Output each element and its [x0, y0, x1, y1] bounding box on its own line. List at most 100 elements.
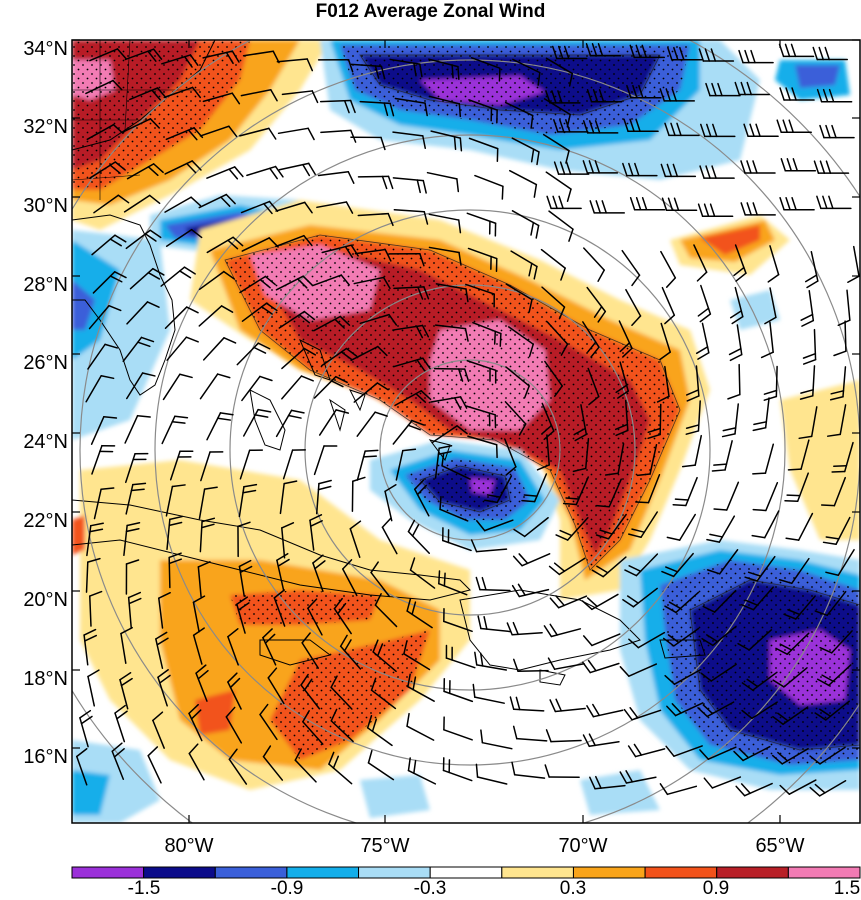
wind-barb	[198, 305, 234, 327]
wind-barb	[466, 360, 497, 384]
wind-barb	[685, 365, 700, 402]
wind-barb	[582, 659, 620, 674]
wind-barb	[123, 522, 141, 557]
wind-barb	[733, 244, 747, 282]
wind-barb	[772, 706, 809, 726]
wind-barb	[822, 516, 851, 545]
wind-barb	[465, 283, 495, 308]
lat-label: 32°N	[23, 116, 68, 138]
wind-barb	[480, 729, 513, 750]
wind-barb	[507, 326, 534, 358]
wind-barb	[307, 598, 323, 636]
wind-barb	[586, 703, 624, 718]
wind-barb	[659, 322, 671, 361]
wind-barb	[225, 706, 243, 744]
wind-barb	[661, 286, 676, 325]
wind-barb	[392, 131, 427, 150]
wind-barb	[814, 700, 850, 721]
wind-barb	[406, 712, 435, 741]
lat-label: 34°N	[23, 38, 68, 60]
stipple-region	[72, 40, 250, 190]
wind-barb	[468, 137, 499, 163]
wind-barb	[743, 123, 779, 138]
wind-barb	[545, 90, 581, 104]
wind-barb	[328, 751, 353, 785]
wind-barb	[636, 443, 658, 477]
wind-barb	[703, 776, 742, 789]
bahamas	[299, 338, 331, 381]
wind-barb	[120, 626, 133, 664]
wind-barb	[438, 570, 468, 596]
wind-barb	[475, 519, 514, 532]
colorbar-swatch	[71, 866, 145, 879]
wind-barb	[241, 375, 273, 402]
lat-label: 26°N	[23, 352, 68, 374]
wind-barb	[206, 412, 234, 441]
wind-barb	[512, 58, 541, 86]
wind-barb	[475, 576, 511, 592]
wind-barb	[775, 632, 810, 655]
wind-barb	[428, 213, 462, 234]
wind-barb	[542, 133, 570, 164]
wind-barb	[681, 434, 703, 468]
wind-barb	[313, 375, 348, 399]
wind-barb	[698, 48, 735, 62]
wind-barb	[273, 589, 286, 627]
wind-barb	[662, 627, 700, 647]
wind-barb	[315, 479, 332, 515]
wind-barb	[359, 100, 395, 117]
wind-barb	[123, 194, 161, 213]
state-lines	[72, 40, 200, 200]
wind-barb	[342, 559, 358, 597]
wind-barb	[330, 675, 353, 710]
wind-barb	[202, 337, 237, 361]
wind-barb	[470, 57, 501, 82]
wind-barb	[370, 677, 397, 710]
wind-barb	[706, 548, 739, 575]
wind-barb	[312, 554, 326, 593]
wind-barb	[275, 234, 313, 248]
bahamas	[249, 389, 286, 451]
wind-barb	[164, 306, 199, 329]
wind-barb	[741, 671, 778, 691]
wind-barb	[734, 81, 770, 96]
wind-barb	[468, 99, 498, 124]
wind-barb	[197, 561, 211, 598]
wind-barb	[511, 761, 546, 779]
wind-barb	[595, 513, 627, 540]
wind-barb	[200, 451, 224, 482]
wind-barb	[833, 320, 847, 357]
wind-barb	[767, 245, 780, 283]
wind-barb	[553, 161, 590, 175]
colorbar-label: -0.3	[413, 878, 447, 899]
lat-label: 28°N	[23, 274, 68, 296]
wind-barb	[122, 118, 160, 133]
wind-barb	[262, 628, 277, 666]
wind-barb	[660, 163, 697, 178]
wind-barb	[787, 439, 810, 471]
jamaica-coast	[259, 639, 332, 666]
wind-barb	[428, 58, 460, 80]
wind-barb	[267, 667, 285, 705]
wind-barb	[317, 59, 354, 73]
wind-barb	[407, 519, 431, 555]
wind-barb	[392, 177, 427, 194]
wind-barb	[161, 54, 199, 68]
wind-barb	[333, 597, 352, 635]
wind-barb	[433, 367, 470, 382]
lat-label: 20°N	[23, 589, 68, 611]
positive-region	[780, 380, 860, 540]
wind-barb	[510, 250, 538, 280]
wind-barb	[166, 515, 183, 551]
wind-barb	[752, 443, 775, 475]
wind-barb	[188, 743, 205, 781]
wind-barb	[88, 304, 122, 330]
wind-barb	[320, 129, 357, 143]
colorbar-swatch	[358, 866, 431, 879]
wind-barb	[779, 197, 815, 211]
wind-barb	[202, 50, 240, 65]
wind-barb	[772, 667, 808, 688]
wind-barb	[227, 672, 242, 710]
wind-barb	[166, 336, 199, 361]
